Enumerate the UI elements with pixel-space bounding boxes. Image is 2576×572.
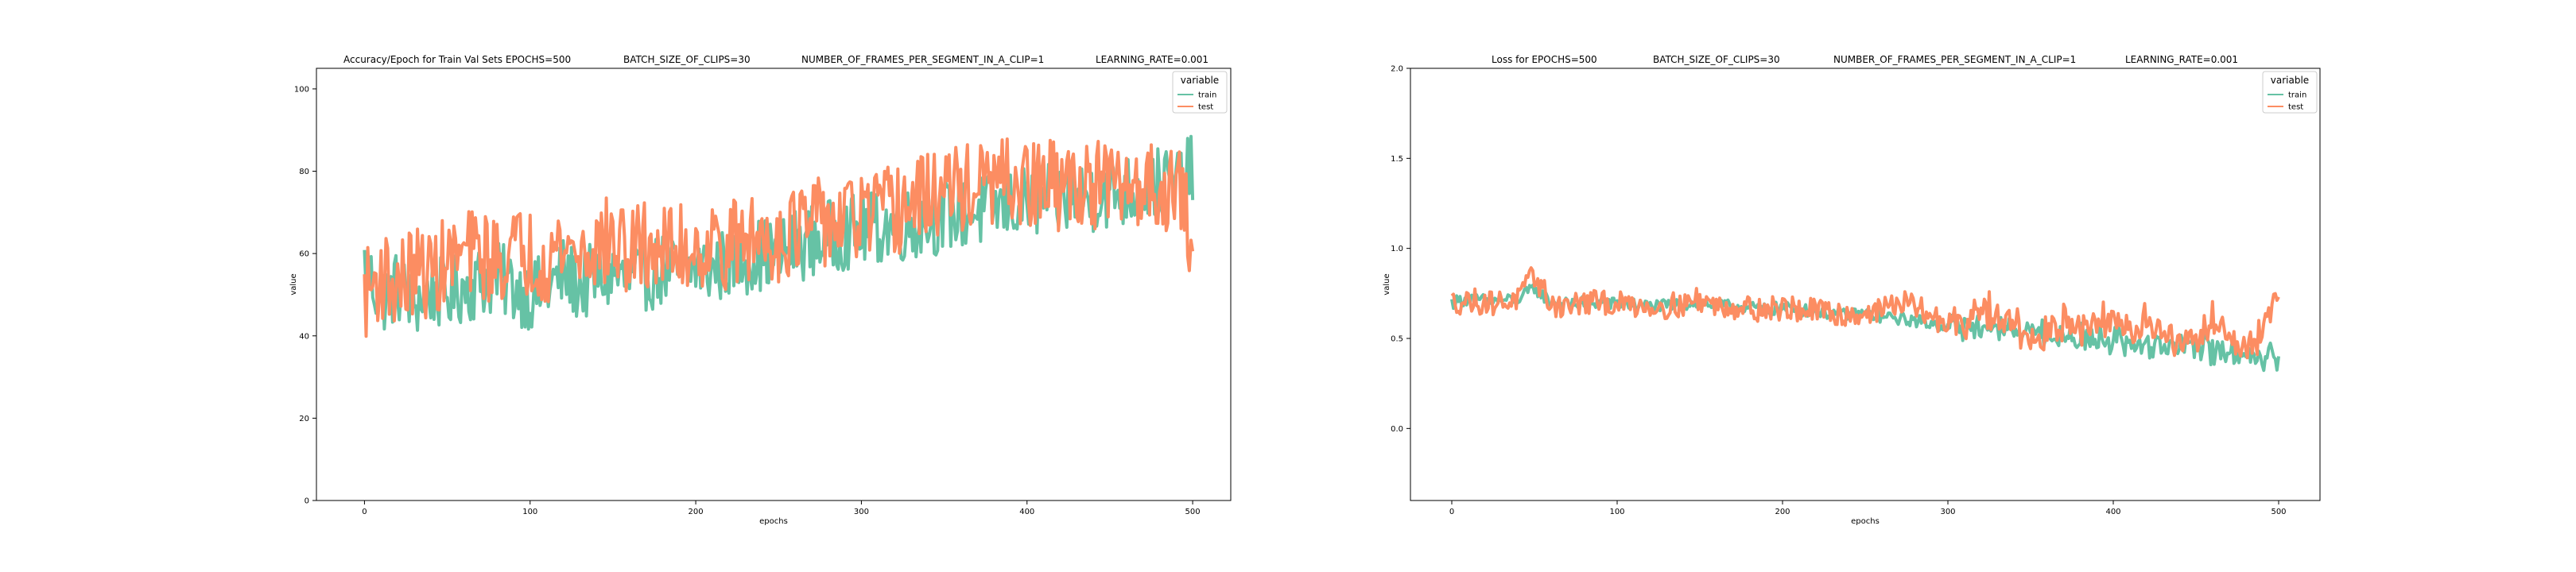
x-tick-label: 200	[689, 508, 704, 516]
x-tick-label: 400	[1019, 508, 1034, 516]
y-tick-label: 60	[299, 250, 309, 259]
title-part-2: BATCH_SIZE_OF_CLIPS=30	[623, 54, 751, 65]
title-part-3: NUMBER_OF_FRAMES_PER_SEGMENT_IN_A_CLIP=1	[1833, 54, 2076, 65]
series-group	[363, 134, 1195, 338]
legend-title: variable	[1181, 75, 1219, 86]
legend-box	[2262, 71, 2318, 114]
y-tick-label: 80	[299, 168, 309, 176]
legend-entry-test: test	[2288, 103, 2303, 112]
x-tick-label: 200	[1775, 508, 1790, 516]
series-line-test	[1450, 266, 2280, 360]
x-tick-label: 300	[854, 508, 869, 516]
x-ticks: 0 100 200 300 400 500	[362, 500, 1201, 516]
legend-entry-train: train	[1198, 91, 1216, 100]
legend-box	[1172, 71, 1228, 114]
x-axis-label: epochs	[759, 517, 788, 526]
x-tick-label: 100	[522, 508, 537, 516]
title-part-1: Loss for EPOCHS=500	[1492, 54, 1597, 65]
y-tick-label: 40	[299, 332, 309, 341]
accuracy-chart: Accuracy/Epoch for Train Val Sets EPOCHS…	[289, 54, 1232, 526]
x-ticks: 0 100 200 300 400 500	[1449, 500, 2287, 516]
title-part-1: Accuracy/Epoch for Train Val Sets EPOCHS…	[343, 54, 571, 65]
title-part-2: BATCH_SIZE_OF_CLIPS=30	[1653, 54, 1780, 65]
legend-title: variable	[2271, 75, 2309, 86]
legend-entry-train: train	[2288, 91, 2306, 100]
loss-chart: Loss for EPOCHS=500 BATCH_SIZE_OF_CLIPS=…	[1383, 54, 2321, 526]
y-ticks: 0.0 0.5 1.0 1.5 2.0	[1391, 65, 1410, 434]
y-tick-label: 100	[294, 85, 309, 94]
y-tick-label: 0.5	[1391, 335, 1403, 344]
title-part-3: NUMBER_OF_FRAMES_PER_SEGMENT_IN_A_CLIP=1	[801, 54, 1044, 65]
x-axis-label: epochs	[1851, 517, 1880, 526]
x-tick-label: 500	[2271, 508, 2286, 516]
y-tick-label: 1.0	[1391, 245, 1403, 253]
x-tick-label: 0	[1449, 508, 1454, 516]
legend: variable train test	[1172, 71, 1228, 114]
y-ticks: 0 20 40 60 80 100	[294, 85, 316, 506]
y-tick-label: 2.0	[1391, 65, 1403, 74]
series-line-test	[363, 137, 1195, 338]
x-tick-label: 400	[2105, 508, 2120, 516]
title-part-4: LEARNING_RATE=0.001	[1096, 54, 1208, 65]
series-group	[1450, 266, 2280, 373]
y-tick-label: 20	[299, 415, 309, 423]
legend: variable train test	[2262, 71, 2318, 114]
y-axis-label: value	[289, 273, 298, 295]
y-tick-label: 0	[305, 497, 309, 506]
title-part-4: LEARNING_RATE=0.001	[2125, 54, 2238, 65]
y-axis-label: value	[1383, 273, 1391, 295]
x-tick-label: 300	[1940, 508, 1955, 516]
y-tick-label: 1.5	[1391, 155, 1403, 164]
plot-area-frame	[316, 68, 1232, 501]
plot-area-frame	[1410, 68, 2321, 501]
y-tick-label: 0.0	[1391, 425, 1403, 434]
x-tick-label: 500	[1185, 508, 1201, 516]
x-tick-label: 0	[362, 508, 367, 516]
x-tick-label: 100	[1609, 508, 1624, 516]
legend-entry-test: test	[1198, 103, 1213, 112]
